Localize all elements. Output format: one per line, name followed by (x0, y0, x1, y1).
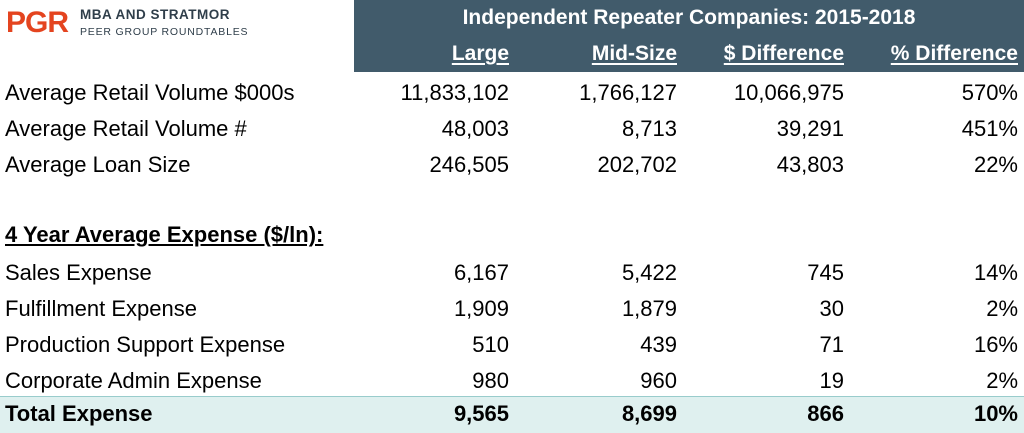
cell-mid-size: 1,766,127 (579, 80, 677, 105)
cell-dollar-difference: 43,803 (776, 152, 844, 177)
row-label: Corporate Admin Expense (5, 368, 262, 393)
cell-mid-size: 8,713 (621, 116, 677, 141)
table-row: Average Retail Volume $000s 11,833,102 1… (0, 76, 1024, 112)
cell-mid-size: 1,879 (621, 296, 677, 321)
logo-line1: MBA AND STRATMOR (80, 7, 230, 22)
cell-large: 246,505 (429, 152, 509, 177)
col-header-mid-size: Mid-Size (591, 42, 677, 65)
row-label: Average Retail Volume $000s (5, 80, 295, 105)
cell-dollar-difference: 30 (819, 296, 844, 321)
total-label: Total Expense (5, 401, 153, 426)
table-row: Fulfillment Expense 1,909 1,879 30 2% (0, 292, 1024, 328)
cell-mid-size: 5,422 (621, 260, 677, 285)
total-large: 9,565 (453, 401, 509, 426)
total-percent-difference: 10% (973, 401, 1018, 426)
cell-dollar-difference: 745 (807, 260, 844, 285)
logo-line2: PEER GROUP ROUNDTABLES (80, 26, 249, 38)
table-row: Production Support Expense 510 439 71 16… (0, 328, 1024, 364)
table-title: Independent Repeater Companies: 2015-201… (462, 6, 916, 29)
cell-large: 1,909 (453, 296, 509, 321)
cell-dollar-difference: 71 (819, 332, 844, 357)
cell-percent-difference: 2% (986, 368, 1018, 393)
cell-percent-difference: 16% (973, 332, 1018, 357)
col-header-large: Large (451, 42, 509, 65)
cell-mid-size: 960 (640, 368, 677, 393)
table-row: Average Retail Volume # 48,003 8,713 39,… (0, 112, 1024, 148)
header-band (354, 0, 1024, 72)
cell-large: 6,167 (453, 260, 509, 285)
cell-mid-size: 439 (640, 332, 677, 357)
col-header-percent-difference: % Difference (890, 42, 1018, 65)
cell-percent-difference: 14% (973, 260, 1018, 285)
cell-percent-difference: 451% (961, 116, 1018, 141)
total-mid-size: 8,699 (621, 401, 677, 426)
cell-large: 510 (472, 332, 509, 357)
cell-large: 980 (472, 368, 509, 393)
total-row: Total Expense 9,565 8,699 866 10% (0, 396, 1024, 433)
row-label: Fulfillment Expense (5, 296, 197, 321)
cell-mid-size: 202,702 (597, 152, 677, 177)
row-label: Average Retail Volume # (5, 116, 247, 141)
cell-dollar-difference: 39,291 (776, 116, 844, 141)
cell-dollar-difference: 10,066,975 (733, 80, 844, 105)
col-header-dollar-difference: $ Difference (723, 42, 844, 65)
section-title: 4 Year Average Expense ($/ln): (5, 222, 324, 247)
logo-brand: PGR (6, 6, 69, 39)
total-dollar-difference: 866 (807, 401, 844, 426)
row-label: Sales Expense (5, 260, 152, 285)
cell-percent-difference: 2% (986, 296, 1018, 321)
table-row: Average Loan Size 246,505 202,702 43,803… (0, 148, 1024, 184)
cell-large: 11,833,102 (400, 80, 509, 105)
table-row: Sales Expense 6,167 5,422 745 14% (0, 256, 1024, 292)
row-label: Production Support Expense (5, 332, 286, 357)
row-label: Average Loan Size (5, 152, 191, 177)
cell-percent-difference: 570% (961, 80, 1018, 105)
cell-large: 48,003 (441, 116, 509, 141)
cell-dollar-difference: 19 (819, 368, 844, 393)
cell-percent-difference: 22% (973, 152, 1018, 177)
pgr-logo: PGR MBA AND STRATMOR PEER GROUP ROUNDTAB… (6, 4, 306, 48)
table-row: Corporate Admin Expense 980 960 19 2% (0, 364, 1024, 400)
